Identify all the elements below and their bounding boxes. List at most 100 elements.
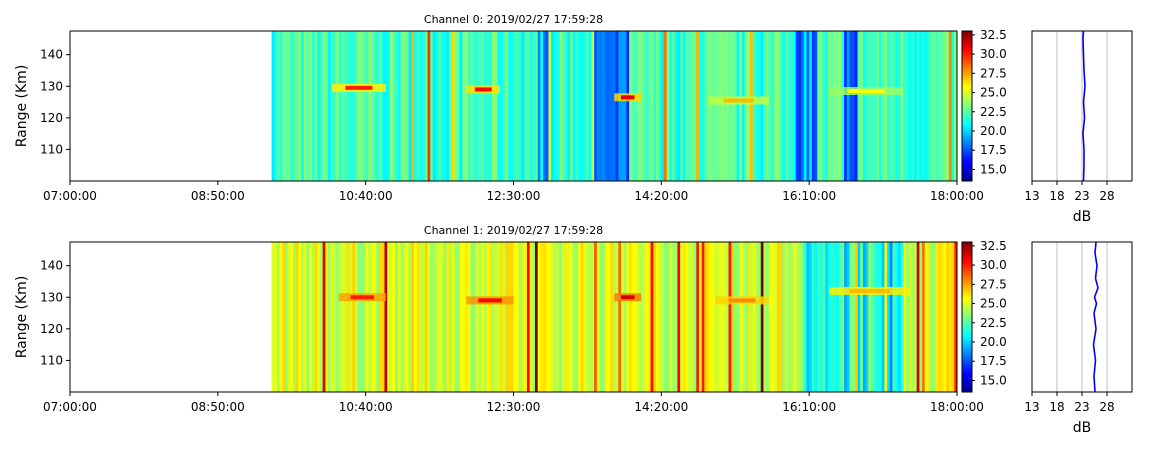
- profile-x-tick-label: 28: [1099, 400, 1114, 414]
- heatmap-column: [607, 242, 611, 392]
- heatmap-column: [387, 31, 391, 181]
- heatmap-column: [822, 242, 826, 392]
- x-tick-label: 12:30:00: [487, 400, 541, 414]
- colorbar-tick-label: 17.5: [980, 354, 1007, 368]
- heatmap-column: [698, 242, 703, 392]
- colorbar-tick-label: 27.5: [980, 66, 1007, 80]
- heatmap-column: [793, 31, 797, 181]
- heatmap-column: [405, 31, 410, 181]
- heatmap-column: [911, 242, 915, 392]
- heatmap-column: [352, 31, 356, 181]
- heatmap-column: [368, 242, 372, 392]
- heatmap-column: [870, 31, 875, 181]
- heatmap-column: [483, 242, 488, 392]
- heatmap-column: [870, 242, 875, 392]
- heatmap-column: [373, 31, 377, 181]
- heatmap-column: [798, 242, 802, 392]
- heatmap-column: [564, 242, 568, 392]
- heatmap-column: [631, 242, 635, 392]
- heatmap-column: [707, 31, 711, 181]
- heatmap-column: [306, 31, 310, 181]
- heatmap-column: [782, 242, 786, 392]
- heatmap-column: [524, 242, 528, 392]
- heatmap-column: [540, 242, 544, 392]
- heatmap-column: [817, 31, 821, 181]
- heatmap-column: [930, 31, 934, 181]
- y-tick-label: 130: [40, 79, 63, 93]
- heatmap-column: [795, 242, 799, 392]
- heatmap-column: [744, 242, 748, 392]
- heatmap-column: [282, 242, 286, 392]
- x-tick-label: 16:10:00: [782, 400, 836, 414]
- heatmap-column: [750, 242, 754, 392]
- heatmap-column: [567, 31, 571, 181]
- heatmap-column: [774, 242, 778, 392]
- heatmap-column: [873, 242, 877, 392]
- heatmap-column: [416, 242, 420, 392]
- x-tick-label: 08:50:00: [191, 400, 245, 414]
- heatmap-column: [325, 31, 329, 181]
- heatmap-column: [287, 242, 291, 392]
- heatmap-column: [285, 31, 289, 181]
- heatmap-column: [543, 242, 547, 392]
- heatmap-column: [698, 31, 703, 181]
- x-tick-label: 07:00:00: [43, 400, 97, 414]
- heatmap-column: [419, 31, 423, 181]
- heatmap-column: [357, 242, 361, 392]
- heatmap-column: [838, 242, 842, 392]
- heatmap-cells: [271, 31, 958, 181]
- heatmap-column: [639, 242, 643, 392]
- heatmap-column: [360, 242, 364, 392]
- heatmap-column: [674, 242, 678, 392]
- heatmap-column: [801, 242, 805, 392]
- heatmap-column: [379, 242, 383, 392]
- heatmap-column: [739, 242, 743, 392]
- echo-core-0: [345, 85, 373, 90]
- heatmap-column: [588, 31, 592, 181]
- heatmap-column: [526, 31, 531, 181]
- heatmap-column: [919, 242, 923, 392]
- heatmap-column: [349, 242, 353, 392]
- chart-title: Channel 1: 2019/02/27 17:59:28: [424, 224, 603, 237]
- heatmap-column: [602, 242, 606, 392]
- heatmap-column: [666, 242, 670, 392]
- echo-core-4: [847, 89, 885, 93]
- heatmap-column: [502, 242, 506, 392]
- heatmap-column: [841, 31, 845, 181]
- heatmap-column: [932, 31, 936, 181]
- heatmap-column: [349, 31, 353, 181]
- heatmap-column: [784, 31, 789, 181]
- heatmap-column: [330, 31, 334, 181]
- y-tick-label: 120: [40, 111, 63, 125]
- heatmap-column: [895, 242, 899, 392]
- heatmap-column: [389, 242, 393, 392]
- heatmap-column: [500, 31, 504, 181]
- heatmap-column: [333, 242, 337, 392]
- heatmap-column: [669, 242, 673, 392]
- echo-core-1: [478, 298, 502, 303]
- heatmap-column: [653, 31, 657, 181]
- heatmap-column: [556, 31, 560, 181]
- heatmap-column: [303, 242, 307, 392]
- heatmap-column: [556, 242, 560, 392]
- heatmap-column: [776, 31, 780, 181]
- heatmap-column: [596, 31, 600, 181]
- heatmap-column: [492, 242, 496, 392]
- heatmap-column: [645, 31, 649, 181]
- heatmap-column: [790, 242, 794, 392]
- heatmap-column: [621, 31, 625, 181]
- heatmap-column: [497, 242, 501, 392]
- heatmap-column: [510, 242, 514, 392]
- heatmap-column: [758, 242, 762, 392]
- heatmap-column: [801, 31, 805, 181]
- heatmap-column: [607, 31, 611, 181]
- heatmap-column: [362, 31, 367, 181]
- heatmap-column: [900, 242, 904, 392]
- heatmap-column: [513, 31, 517, 181]
- heatmap-column: [857, 31, 861, 181]
- heatmap-column: [720, 242, 724, 392]
- heatmap-column: [830, 31, 834, 181]
- heatmap-column: [317, 31, 321, 181]
- heatmap-column: [575, 31, 579, 181]
- heatmap-column: [440, 31, 445, 181]
